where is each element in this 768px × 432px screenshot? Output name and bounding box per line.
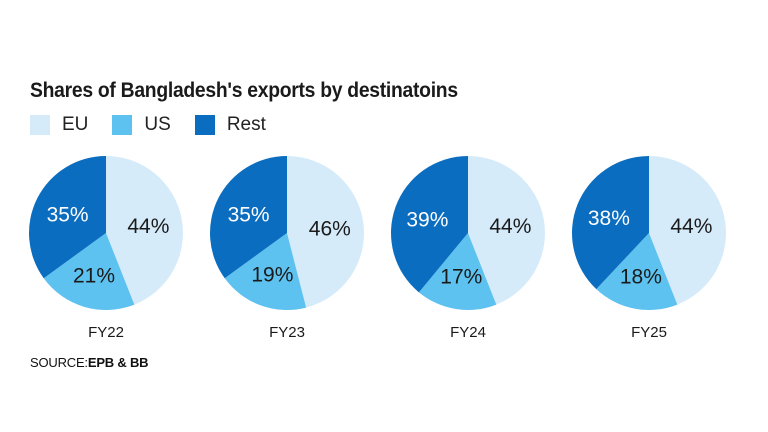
pie-value-label-fy22-eu: 44%: [127, 215, 169, 238]
pie-label-fy25: FY25: [631, 324, 667, 341]
pie-value-label-fy24-eu: 44%: [489, 215, 531, 238]
legend-item-rest: Rest: [194, 114, 266, 136]
pie-label-fy22: FY22: [88, 324, 124, 341]
legend-swatch-us: [112, 115, 133, 135]
pie-label-fy24: FY24: [450, 324, 486, 341]
pie-value-label-fy23-eu: 46%: [309, 218, 351, 241]
pie-slice-fy23-us: [224, 233, 307, 310]
legend-swatch-rest: [194, 115, 215, 135]
pie-value-label-fy23-rest: 35%: [228, 203, 270, 226]
pie-slice-fy22-rest: [29, 156, 106, 279]
pie-slice-fy22-eu: [106, 156, 183, 305]
legend-swatch-eu: [30, 115, 50, 135]
source-name: EPB & BB: [87, 355, 149, 370]
source-prefix: SOURCE:: [30, 355, 88, 370]
pie-slice-fy25-rest: [572, 156, 649, 290]
pie-value-label-fy24-us: 17%: [440, 266, 482, 289]
pie-value-label-fy22-rest: 35%: [47, 203, 89, 226]
pie-slice-fy24-us: [418, 233, 497, 310]
legend-item-eu: EU: [30, 114, 88, 136]
pie-value-label-fy24-rest: 39%: [406, 208, 448, 231]
pie-value-label-fy25-rest: 38%: [588, 207, 630, 230]
pie-slice-fy25-us: [596, 233, 678, 310]
legend-label-rest: Rest: [226, 114, 266, 135]
source-note: SOURCE:EPB & BB: [30, 355, 149, 370]
legend-item-us: US: [112, 114, 171, 136]
legend: EU US Rest: [30, 114, 290, 136]
pie-slice-fy24-eu: [468, 156, 545, 305]
pie-slice-fy22-us: [43, 233, 135, 310]
pie-slice-fy23-eu: [287, 156, 364, 308]
legend-label-us: US: [144, 114, 171, 135]
pie-label-fy23: FY23: [269, 324, 305, 341]
pie-slice-fy25-eu: [649, 156, 726, 305]
pie-slice-fy24-rest: [391, 156, 468, 293]
pie-slice-fy23-rest: [210, 156, 287, 279]
pie-value-label-fy25-us: 18%: [620, 265, 662, 288]
pie-value-label-fy25-eu: 44%: [670, 215, 712, 238]
pie-value-label-fy22-us: 21%: [73, 264, 115, 287]
legend-label-eu: EU: [62, 114, 89, 135]
chart-title: Shares of Bangladesh's exports by destin…: [30, 79, 458, 102]
pie-value-label-fy23-us: 19%: [251, 264, 293, 287]
